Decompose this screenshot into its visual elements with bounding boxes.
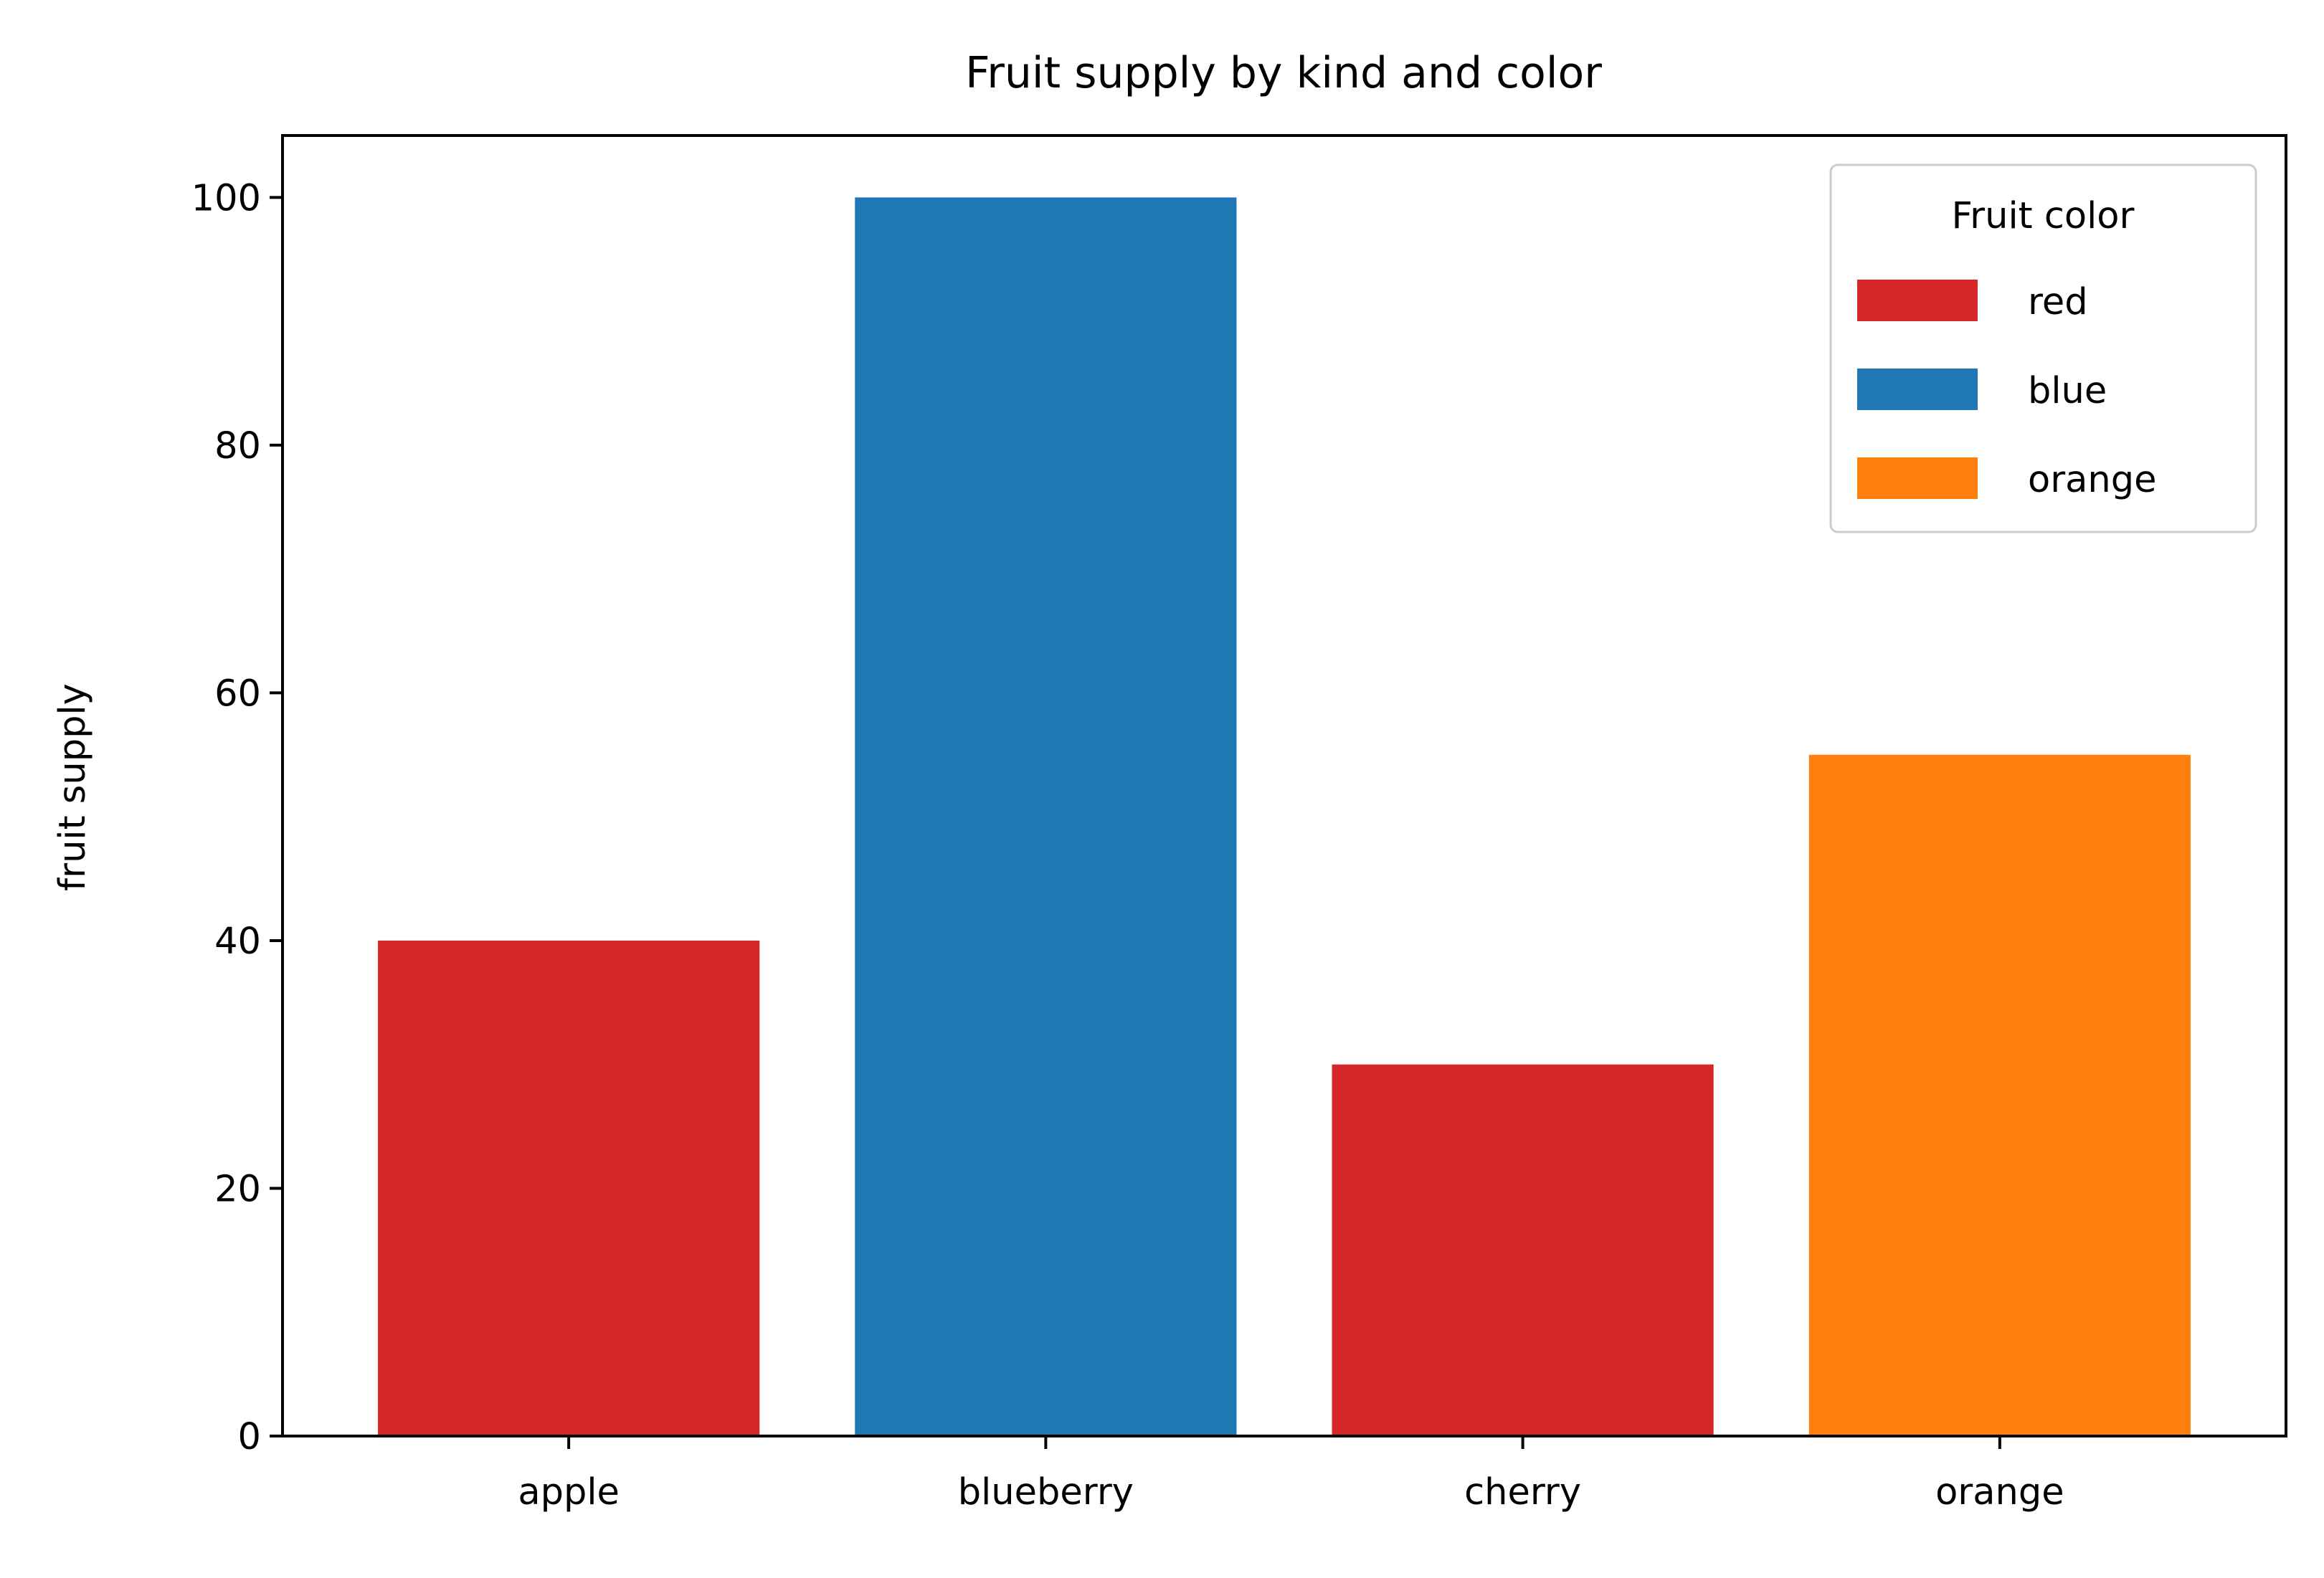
bar-apple bbox=[378, 940, 760, 1436]
bar-cherry bbox=[1332, 1064, 1714, 1436]
y-tick-label: 40 bbox=[214, 921, 261, 963]
y-axis-label: fruit supply bbox=[52, 683, 94, 891]
x-tick-label: blueberry bbox=[958, 1471, 1134, 1513]
y-tick-label: 60 bbox=[214, 672, 261, 715]
legend-label-red: red bbox=[2028, 281, 2088, 323]
bar-orange bbox=[1808, 754, 2191, 1436]
legend-label-orange: orange bbox=[2028, 459, 2157, 501]
plot-frame bbox=[281, 134, 2287, 1437]
x-tick-label: orange bbox=[1935, 1471, 2064, 1513]
y-tick-label: 100 bbox=[191, 177, 261, 219]
y-tick-label: 0 bbox=[238, 1416, 261, 1458]
bars bbox=[378, 197, 2191, 1436]
legend-swatch-red bbox=[1857, 280, 1978, 321]
x-tick-label: cherry bbox=[1464, 1471, 1581, 1513]
legend-swatch-orange bbox=[1857, 457, 1978, 499]
chart-title: Fruit supply by kind and color bbox=[965, 48, 1602, 98]
legend-label-blue: blue bbox=[2028, 370, 2107, 412]
legend-swatch-blue bbox=[1857, 369, 1978, 410]
x-axis-ticks: apple blueberry cherry orange bbox=[518, 1436, 2064, 1513]
legend: Fruit color red blue orange bbox=[1829, 163, 2257, 533]
y-axis-ticks: 0 20 40 60 80 100 bbox=[191, 177, 283, 1458]
y-tick-label: 80 bbox=[214, 425, 261, 467]
bar-blueberry bbox=[855, 197, 1237, 1436]
legend-title: Fruit color bbox=[1952, 195, 2135, 237]
x-tick-label: apple bbox=[518, 1471, 620, 1513]
legend-box bbox=[1829, 163, 2257, 533]
y-tick-label: 20 bbox=[214, 1168, 261, 1210]
